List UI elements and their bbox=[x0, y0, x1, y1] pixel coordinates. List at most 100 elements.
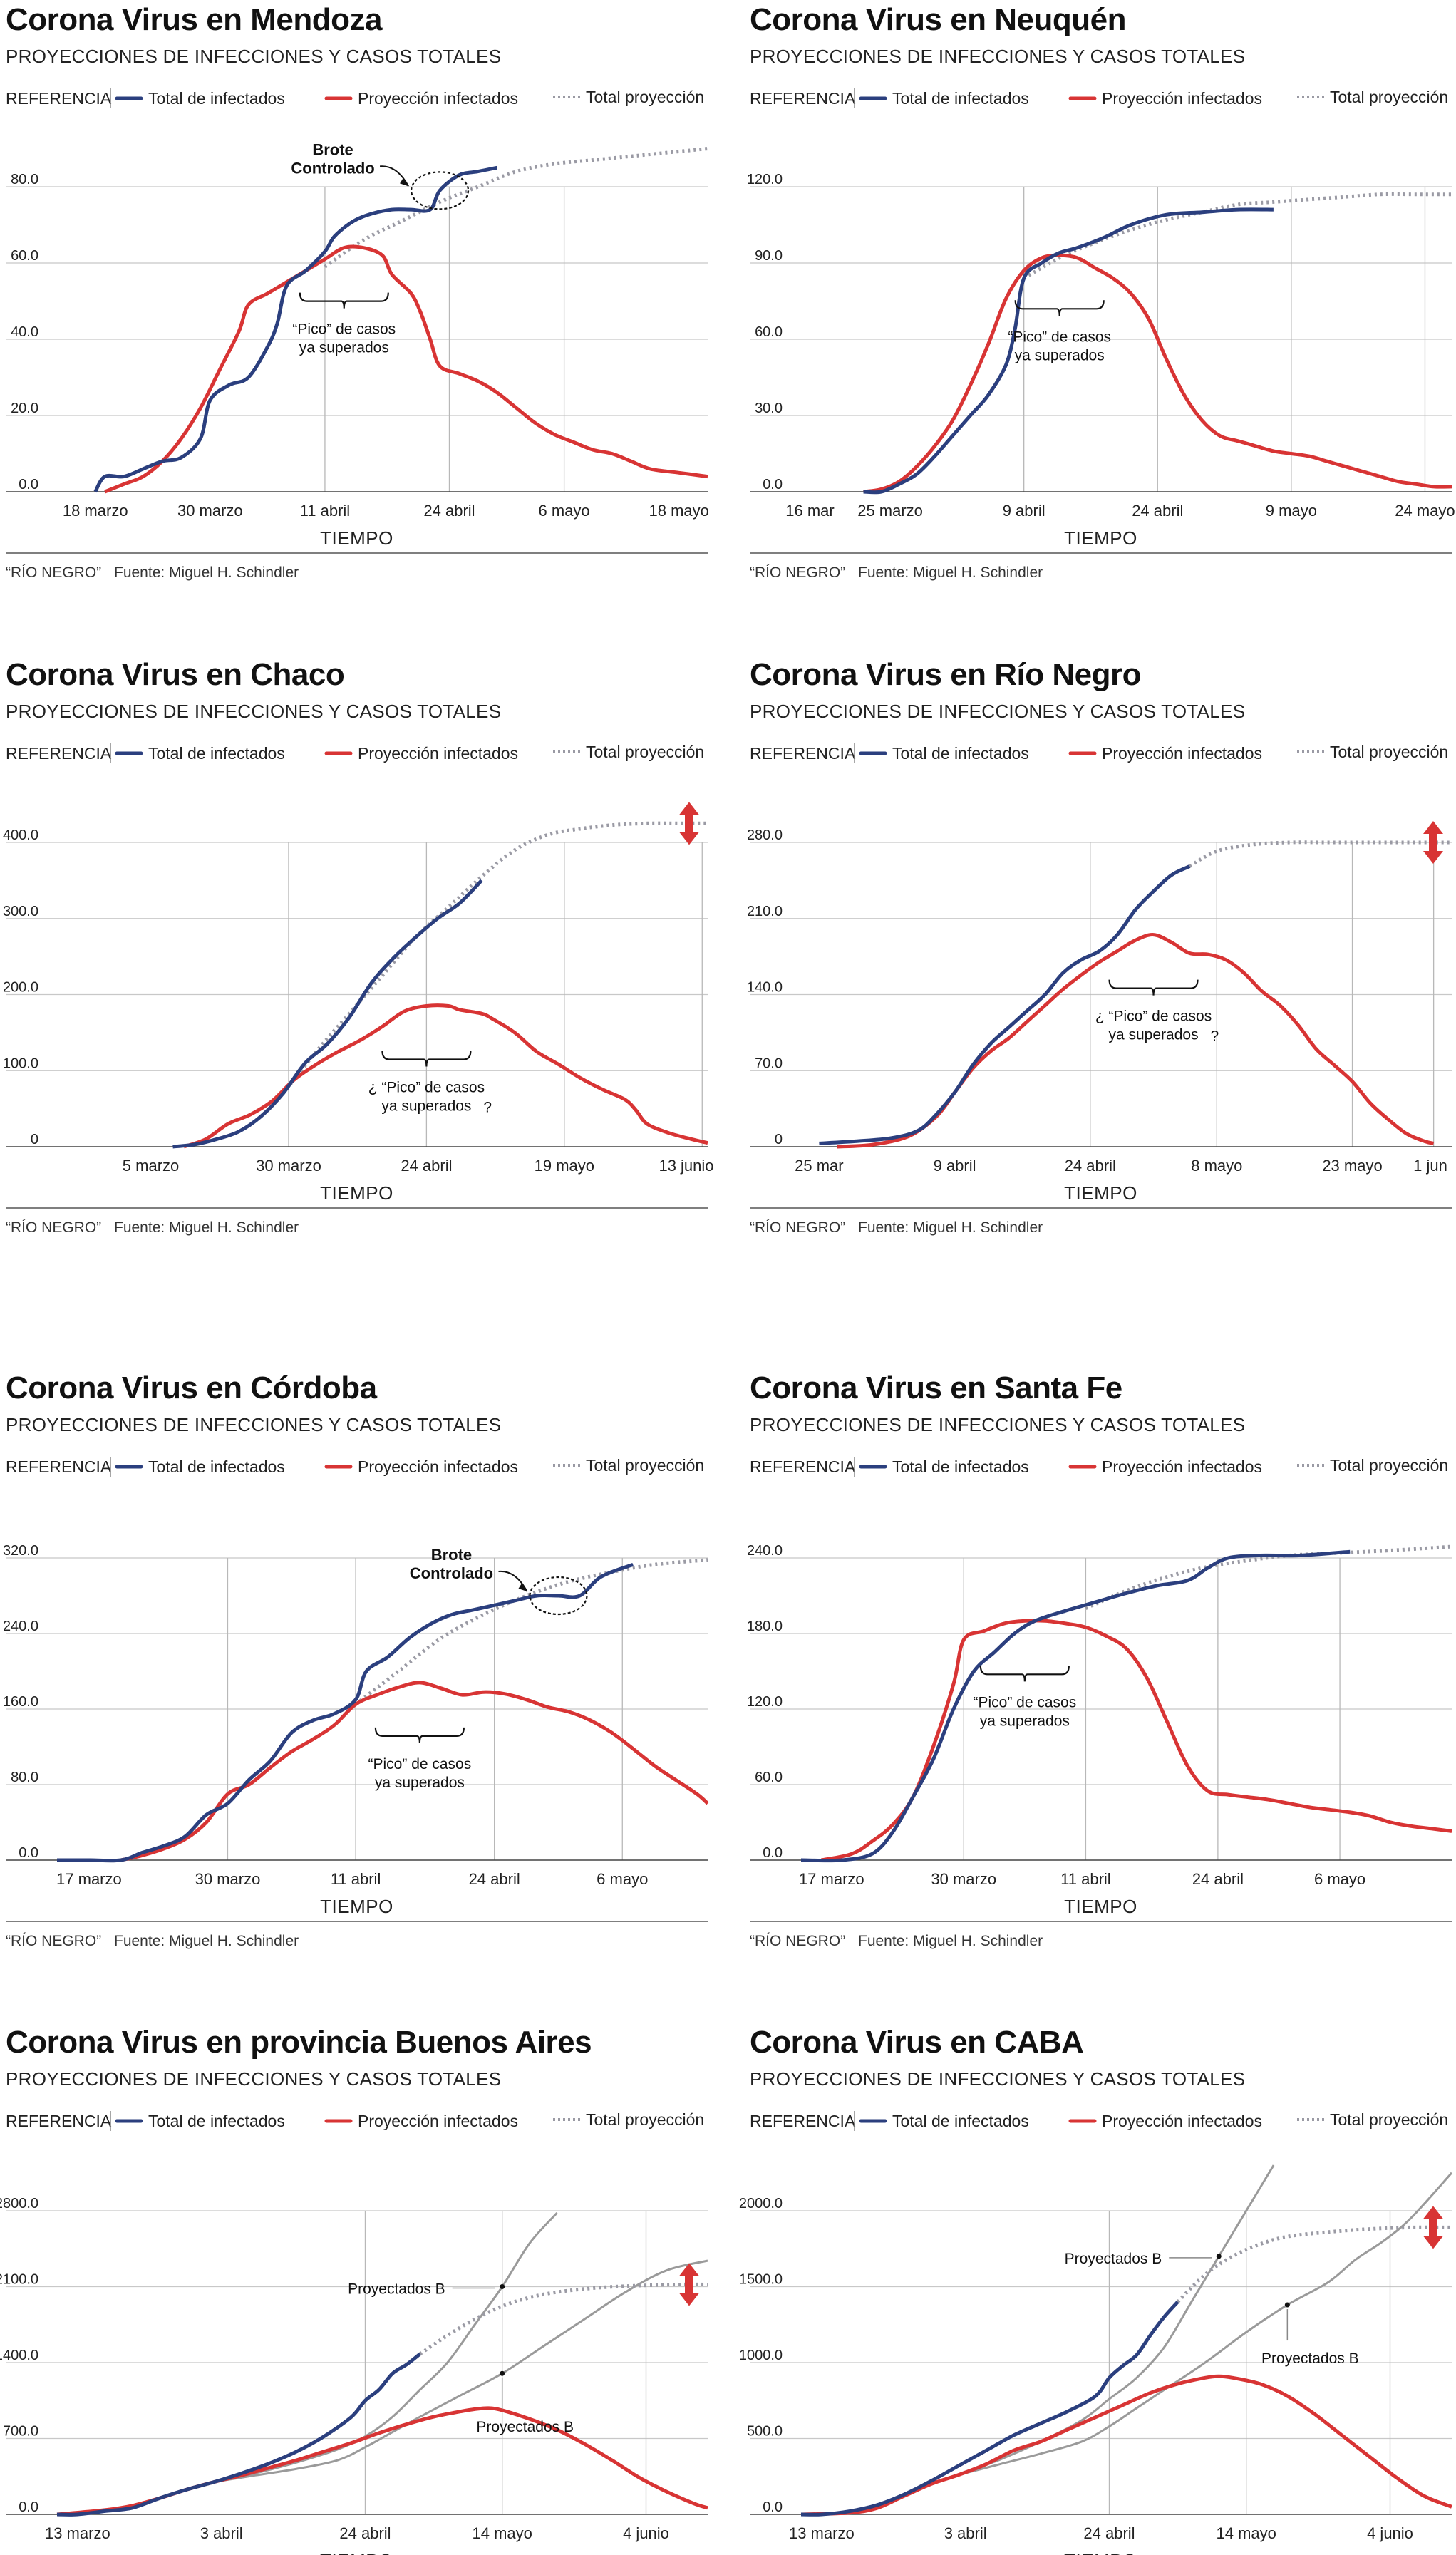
x-tick-label: 9 abril bbox=[1003, 502, 1045, 520]
x-axis-title: TIEMPO bbox=[1064, 1896, 1137, 1917]
x-tick-label: 4 junio bbox=[623, 2524, 669, 2542]
x-tick-label: 30 marzo bbox=[256, 1157, 321, 1175]
series-proyeccion-infectados bbox=[820, 1619, 1452, 1862]
uncertainty-arrow-icon bbox=[1423, 2206, 1443, 2249]
legend-totproj-label: Total proyección bbox=[586, 2110, 704, 2129]
y-tick-label: 0.0 bbox=[763, 1845, 783, 1861]
y-tick-label: 70.0 bbox=[755, 1055, 783, 1071]
chart-panel-1: Corona Virus en Mendoza PROYECCIONES DE I… bbox=[6, 2, 709, 581]
x-tick-label: 13 junio bbox=[659, 1157, 713, 1175]
legend-total-label: Total de infectados bbox=[892, 1457, 1029, 1476]
panel-subtitle: PROYECCIONES DE INFECCIONES Y CASOS TOTA… bbox=[6, 2068, 501, 2090]
panel-subtitle: PROYECCIONES DE INFECCIONES Y CASOS TOTA… bbox=[750, 701, 1245, 722]
x-tick-label: 23 mayo bbox=[1322, 1157, 1382, 1175]
y-tick-label: 30.0 bbox=[755, 401, 783, 416]
annotation-pico: ¿ “Pico” de casos bbox=[368, 1080, 485, 1096]
marker-dot bbox=[500, 2284, 505, 2289]
x-tick-label: 24 abril bbox=[1192, 1870, 1244, 1888]
chart-panel-4: Corona Virus en Río Negro PROYECCIONES DE… bbox=[747, 657, 1452, 1236]
y-tick-label: 210.0 bbox=[747, 904, 783, 919]
y-tick-label: 1000.0 bbox=[739, 2348, 783, 2363]
annotation-proyectados-b: Proyectados B bbox=[476, 2419, 574, 2435]
x-tick-label: 25 mar bbox=[795, 1157, 843, 1175]
y-tick-label: 60.0 bbox=[11, 248, 38, 264]
series-proyeccion-infectados bbox=[104, 244, 708, 494]
annotation-brote: Controlado bbox=[410, 1564, 493, 1582]
credit-author: Fuente: Miguel H. Schindler bbox=[114, 1219, 299, 1236]
annotation-pico: “Pico” de casos bbox=[292, 321, 396, 338]
chart-panel-5: Corona Virus en Córdoba PROYECCIONES DE I… bbox=[3, 1371, 709, 1949]
chart-panel-7: Corona Virus en provincia Buenos Aires PR… bbox=[0, 2025, 708, 2555]
x-tick-label: 9 mayo bbox=[1266, 502, 1317, 520]
x-tick-label: 6 mayo bbox=[1314, 1870, 1365, 1888]
y-tick-label: 120.0 bbox=[747, 1694, 783, 1710]
x-tick-label: 14 mayo bbox=[1216, 2524, 1276, 2542]
x-tick-label: 11 abril bbox=[300, 502, 351, 520]
legend-totproj-label: Total proyección bbox=[586, 1456, 704, 1475]
legend-title: REFERENCIA bbox=[750, 1457, 856, 1476]
y-tick-label: 0 bbox=[775, 1132, 783, 1147]
series-proyectados-b bbox=[958, 2164, 1275, 2477]
credit-author: Fuente: Miguel H. Schindler bbox=[114, 564, 299, 581]
y-tick-label: 160.0 bbox=[3, 1694, 38, 1710]
legend-totproj-label: Total proyección bbox=[1330, 1456, 1448, 1475]
legend-proj-label: Proyección infectados bbox=[358, 2112, 518, 2130]
uncertainty-arrow-icon bbox=[679, 2263, 699, 2306]
brote-arrowhead bbox=[518, 1583, 527, 1591]
uncertainty-arrow-icon bbox=[679, 802, 699, 845]
x-tick-label: 9 abril bbox=[934, 1157, 976, 1175]
series-total-infectados bbox=[800, 1549, 1351, 1863]
legend-total-label: Total de infectados bbox=[892, 89, 1029, 108]
annotation-brote: Brote bbox=[431, 1546, 472, 1564]
y-tick-label: 90.0 bbox=[755, 248, 783, 264]
legend-proj-label: Proyección infectados bbox=[1102, 89, 1262, 108]
x-axis-title: TIEMPO bbox=[320, 2550, 393, 2555]
annotation-pico: “Pico” de casos bbox=[368, 1756, 472, 1772]
legend-proj-label: Proyección infectados bbox=[1102, 744, 1262, 763]
x-axis-title: TIEMPO bbox=[1064, 2550, 1137, 2555]
y-tick-label: 2000.0 bbox=[739, 2196, 783, 2211]
legend-totproj-label: Total proyección bbox=[586, 743, 704, 761]
x-tick-label: 6 mayo bbox=[539, 502, 590, 520]
legend-totproj-label: Total proyección bbox=[586, 88, 704, 106]
series-total-proyeccion bbox=[419, 2282, 708, 2355]
brace-pico bbox=[1108, 979, 1199, 996]
x-tick-label: 24 abril bbox=[469, 1870, 520, 1888]
credit-source: “RÍO NEGRO” bbox=[750, 1219, 845, 1236]
panel-subtitle: PROYECCIONES DE INFECCIONES Y CASOS TOTA… bbox=[6, 1414, 501, 1435]
annotation-pico: ya superados bbox=[299, 340, 389, 356]
legend-total-label: Total de infectados bbox=[148, 1457, 285, 1476]
marker-dot bbox=[1284, 2302, 1290, 2308]
legend-title: REFERENCIA bbox=[6, 89, 112, 108]
x-tick-label: 24 abril bbox=[1132, 502, 1183, 520]
series-total-infectados bbox=[863, 207, 1274, 495]
panel-title: Corona Virus en Córdoba bbox=[6, 1371, 378, 1405]
y-tick-label: 1500.0 bbox=[739, 2272, 783, 2288]
marker-dot bbox=[1216, 2254, 1222, 2259]
panel-title: Corona Virus en Río Negro bbox=[750, 657, 1141, 692]
legend-total-label: Total de infectados bbox=[892, 744, 1029, 763]
y-tick-label: 120.0 bbox=[747, 172, 783, 187]
annotation-pico: ya superados bbox=[375, 1775, 465, 1791]
x-tick-label: 11 abril bbox=[331, 1870, 381, 1888]
panel-subtitle: PROYECCIONES DE INFECCIONES Y CASOS TOTA… bbox=[6, 701, 501, 722]
panel-title: Corona Virus en Santa Fe bbox=[750, 1371, 1122, 1405]
y-tick-label: 320.0 bbox=[3, 1543, 38, 1559]
credit-source: “RÍO NEGRO” bbox=[6, 1933, 101, 1949]
legend-total-label: Total de infectados bbox=[892, 2112, 1029, 2130]
legend-proj-label: Proyección infectados bbox=[358, 89, 518, 108]
y-tick-label: 200.0 bbox=[3, 980, 38, 996]
x-tick-label: 30 marzo bbox=[195, 1870, 261, 1888]
x-tick-label: 13 marzo bbox=[789, 2524, 855, 2542]
panel-title: Corona Virus en provincia Buenos Aires bbox=[6, 2025, 592, 2060]
brote-arrowhead bbox=[400, 177, 409, 187]
y-tick-label: 280.0 bbox=[747, 827, 783, 843]
legend-title: REFERENCIA bbox=[750, 744, 856, 763]
brote-ellipse bbox=[410, 171, 470, 210]
x-tick-label: 6 mayo bbox=[597, 1870, 648, 1888]
series-total-infectados bbox=[93, 165, 498, 493]
panel-title: Corona Virus en Neuquén bbox=[750, 2, 1126, 37]
panel-title: Corona Virus en Mendoza bbox=[6, 2, 383, 37]
x-tick-label: 5 marzo bbox=[123, 1157, 179, 1175]
panel-subtitle: PROYECCIONES DE INFECCIONES Y CASOS TOTA… bbox=[750, 2068, 1245, 2090]
